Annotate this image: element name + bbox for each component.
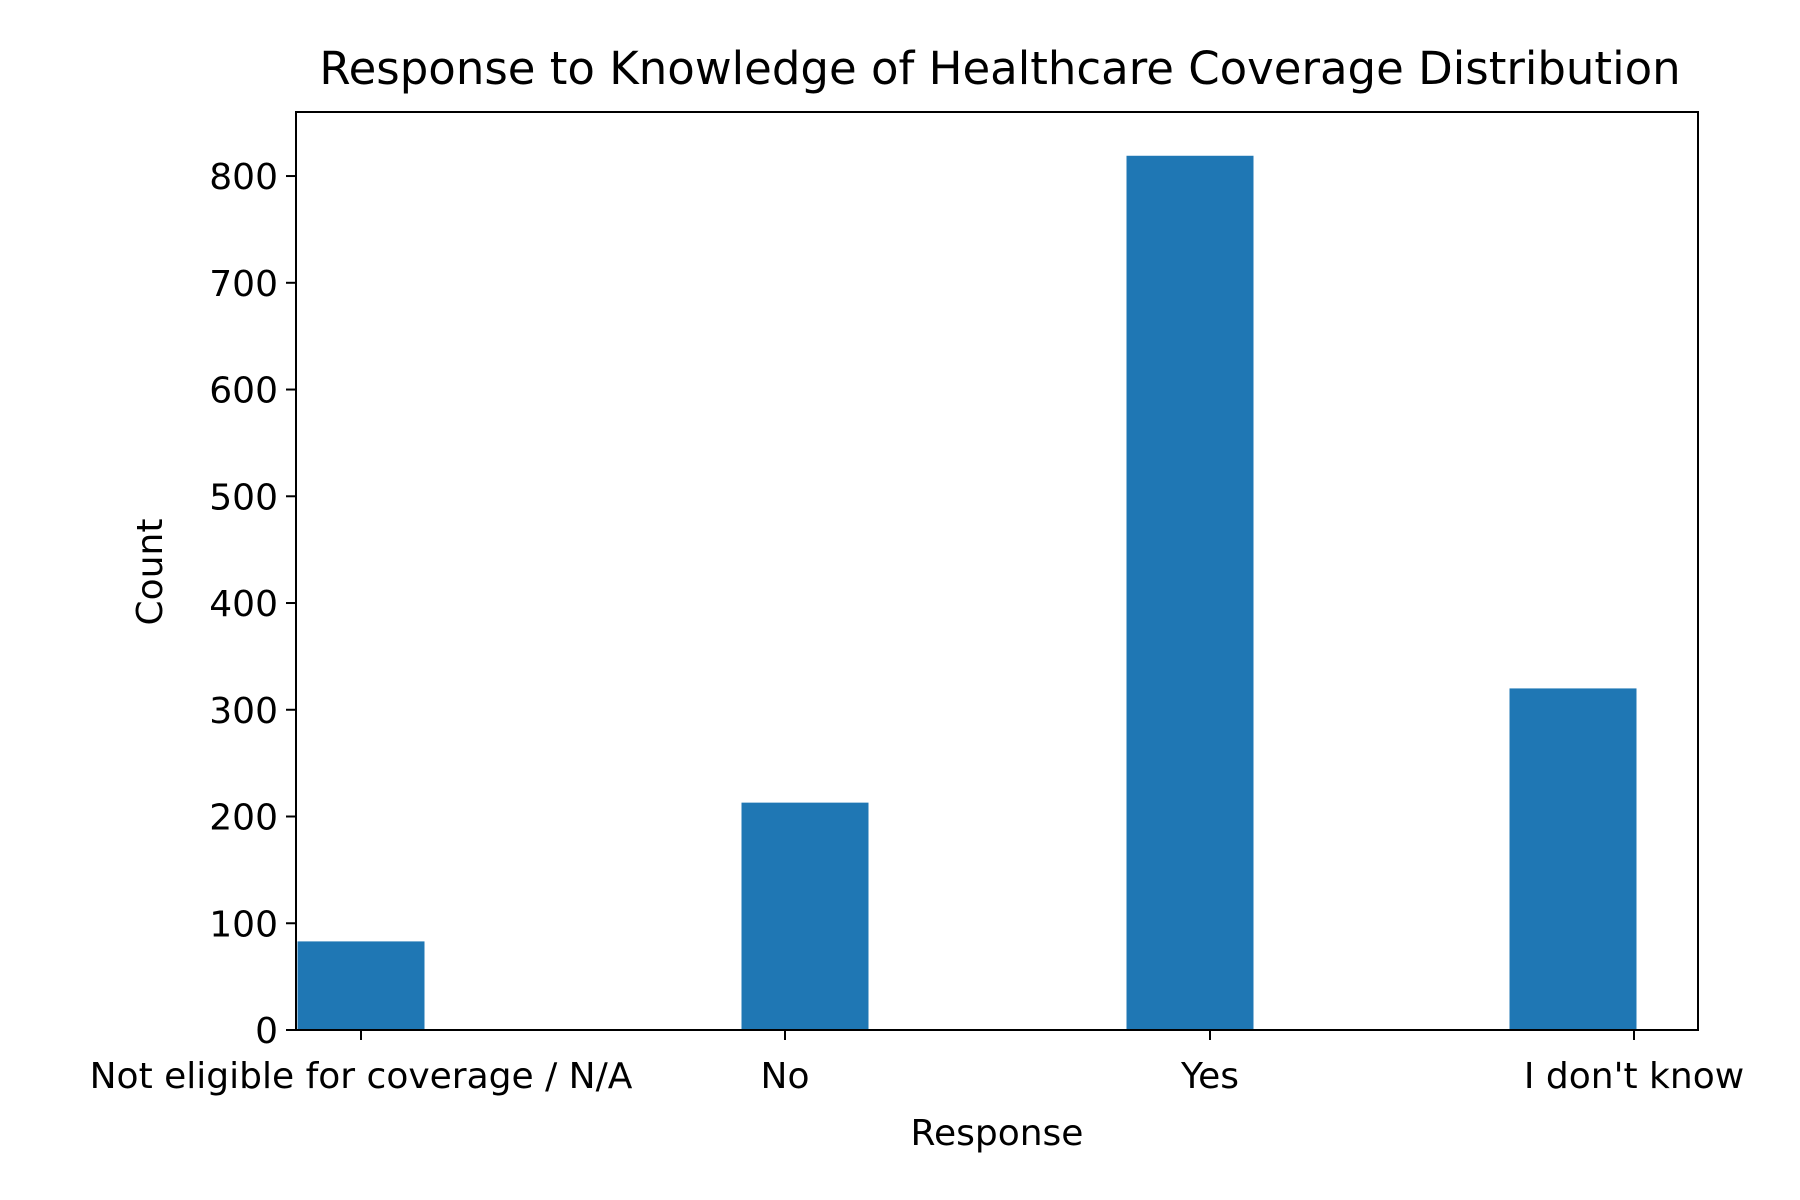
bar-1 bbox=[741, 802, 869, 1030]
x-tick-label: Yes bbox=[1180, 1056, 1239, 1097]
y-tick-label: 500 bbox=[209, 477, 278, 518]
plot-frame bbox=[295, 111, 1699, 1031]
y-tick-label: 100 bbox=[209, 904, 278, 945]
y-axis-ticks: 0 100 200 300 400 500 600 700 800 bbox=[209, 157, 296, 1052]
y-axis-label: Count bbox=[130, 519, 171, 626]
x-tick-label: Not eligible for coverage / N/A bbox=[90, 1056, 633, 1097]
bar-2 bbox=[1126, 155, 1254, 1030]
x-tick-label: No bbox=[761, 1056, 810, 1097]
x-axis-label: Response bbox=[911, 1113, 1084, 1154]
bars-group bbox=[297, 155, 1637, 1030]
chart-title: Response to Knowledge of Healthcare Cove… bbox=[319, 42, 1680, 95]
y-tick-label: 800 bbox=[209, 157, 278, 198]
y-tick-label: 0 bbox=[255, 1011, 278, 1052]
y-tick-label: 700 bbox=[209, 264, 278, 305]
x-axis-ticks: Not eligible for coverage / N/A No Yes I do… bbox=[90, 1030, 1744, 1097]
y-tick-label: 400 bbox=[209, 584, 278, 625]
x-tick-label: I don't know bbox=[1524, 1056, 1744, 1097]
y-tick-label: 200 bbox=[209, 798, 278, 839]
bar-0 bbox=[297, 941, 425, 1030]
bar-3 bbox=[1509, 688, 1637, 1030]
y-tick-label: 300 bbox=[209, 691, 278, 732]
y-tick-label: 600 bbox=[209, 371, 278, 412]
